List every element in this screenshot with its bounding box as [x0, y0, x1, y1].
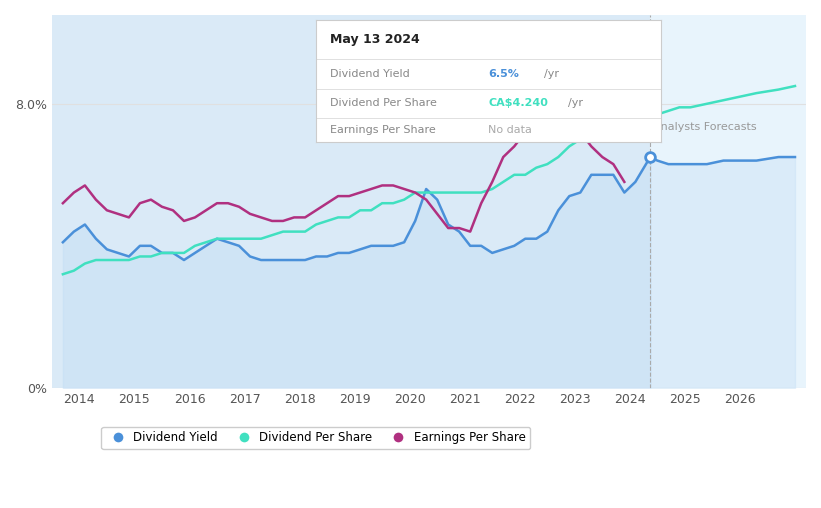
Text: Dividend Yield: Dividend Yield — [330, 69, 410, 79]
Bar — [650, 15, 806, 388]
Text: May 13 2024: May 13 2024 — [330, 34, 420, 46]
Text: /yr: /yr — [568, 98, 583, 108]
Text: No data: No data — [488, 125, 532, 135]
Text: Analysts Forecasts: Analysts Forecasts — [653, 122, 757, 132]
Text: Earnings Per Share: Earnings Per Share — [330, 125, 436, 135]
Text: Past: Past — [624, 122, 648, 132]
Legend: Dividend Yield, Dividend Per Share, Earnings Per Share: Dividend Yield, Dividend Per Share, Earn… — [101, 427, 530, 449]
Text: /yr: /yr — [544, 69, 558, 79]
Text: Dividend Per Share: Dividend Per Share — [330, 98, 437, 108]
Bar — [52, 15, 650, 388]
Text: 6.5%: 6.5% — [488, 69, 520, 79]
Text: CA$4.240: CA$4.240 — [488, 98, 548, 108]
